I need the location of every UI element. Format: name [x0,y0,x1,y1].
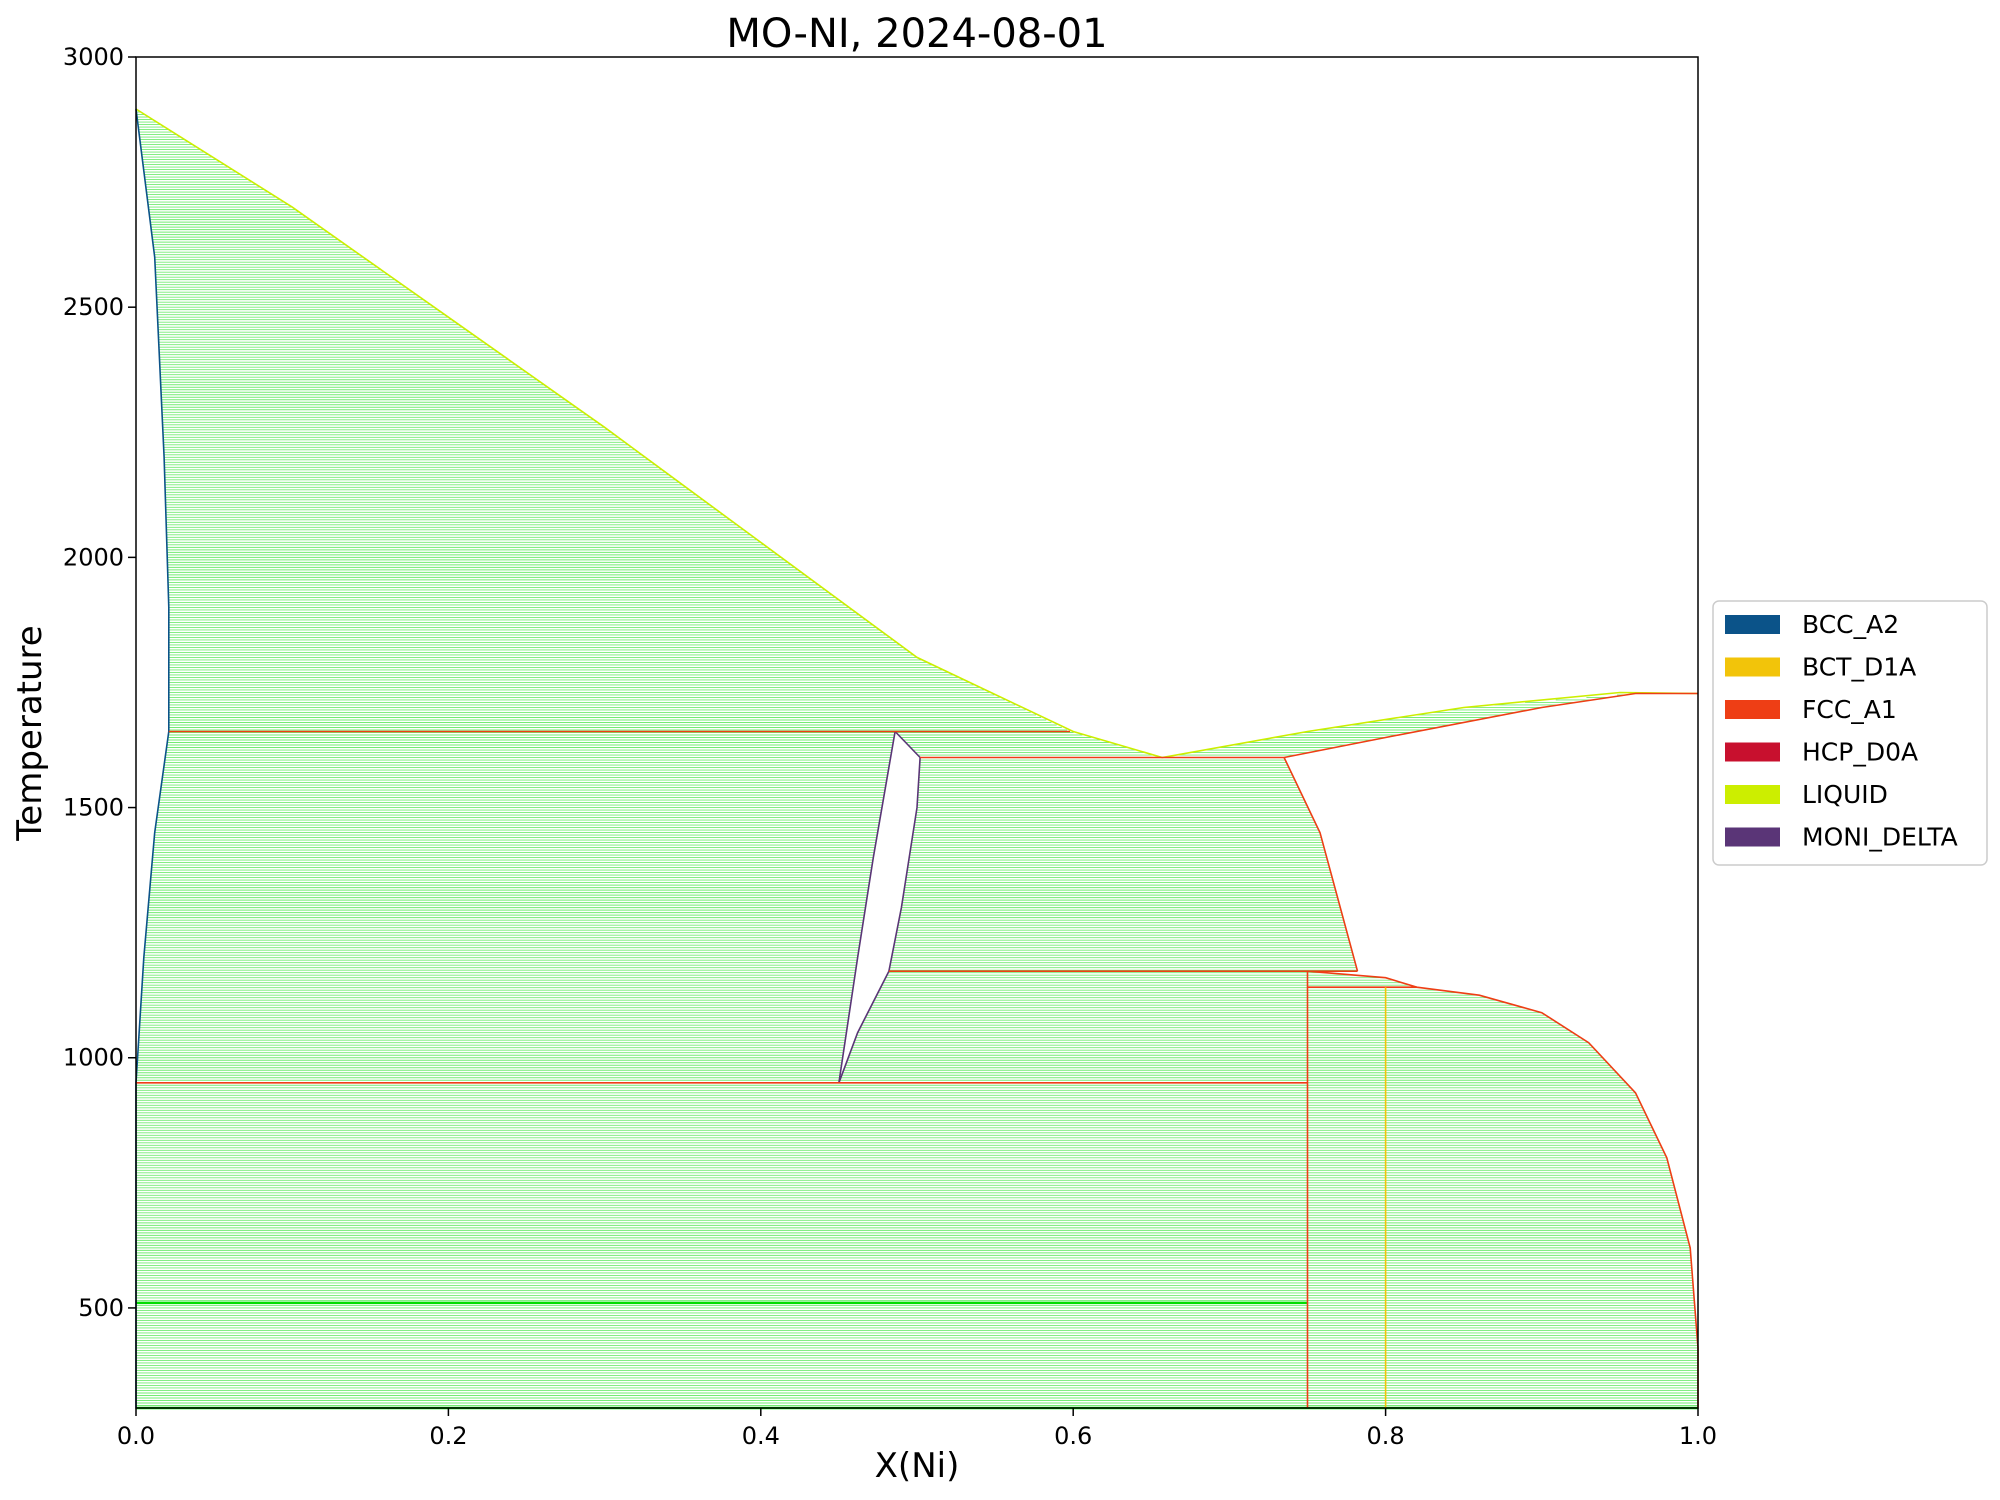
phase-boundary-fcc-a1 [1283,757,1359,972]
y-tick-label: 2000 [63,543,124,571]
y-tick-label: 3000 [63,43,124,71]
phase-boundary-moni-delta [888,730,921,972]
phase-boundary-fcc-a1 [1283,692,1698,759]
legend: BCC_A2 BCT_D1A FCC_A1 HCP_D0A LIQUID MONI_DEL… [1712,600,1988,866]
x-axis: 0.0 0.2 0.4 0.6 0.8 1.0 [117,1408,1717,1450]
x-tick-label: 0.2 [429,1422,467,1450]
legend-swatch-bct-d1a [1725,657,1780,677]
legend-swatch-liquid [1725,785,1780,804]
x-tick-label: 0.8 [1367,1422,1405,1450]
y-axis: 500 1000 1500 2000 2500 3000 [63,43,136,1322]
legend-label: BCT_D1A [1802,653,1916,682]
legend-swatch-hcp-d0a [1725,742,1780,762]
phase-boundary-fcc-a1 [1307,970,1699,1408]
phase-boundary-liquid [135,108,1699,759]
legend-label: HCP_D0A [1802,738,1918,767]
x-tick-label: 0.0 [117,1422,155,1450]
x-axis-label: X(Ni) [875,1446,960,1486]
phase-boundary-moni-delta [838,731,896,1083]
legend-swatch-bcc-a2 [1725,615,1780,634]
y-axis-label: Temperature [10,625,50,841]
y-tick-label: 2500 [63,293,124,321]
legend-label: LIQUID [1802,780,1888,809]
y-tick-label: 500 [78,1294,124,1322]
legend-swatch-fcc-a1 [1725,700,1780,719]
plot-frame [135,56,1699,1409]
legend-swatch-moni-delta [1725,827,1780,847]
y-tick-label: 1000 [63,1044,124,1072]
tieline-layer [136,109,1698,1410]
legend-label: BCC_A2 [1802,610,1899,639]
x-tick-label: 1.0 [1679,1422,1717,1450]
chart-title: MO-NI, 2024-08-01 [726,11,1107,57]
plot-area [135,56,1699,1410]
x-tick-label: 0.4 [742,1422,780,1450]
x-tick-label: 0.6 [1054,1422,1092,1450]
y-tick-label: 1500 [63,794,124,822]
legend-label: MONI_DELTA [1802,823,1958,852]
legend-label: FCC_A1 [1802,695,1897,724]
phase-boundary-moni-delta [838,970,890,1084]
legend-box [1712,600,1988,866]
phase-boundary-layer [135,108,1699,1408]
